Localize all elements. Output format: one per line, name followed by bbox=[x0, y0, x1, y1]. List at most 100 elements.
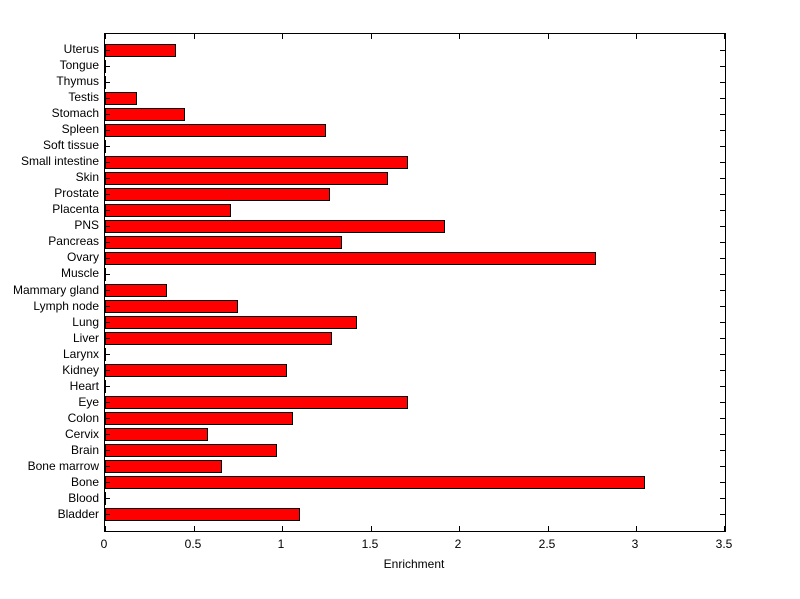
y-tick-label-larynx: Larynx bbox=[62, 347, 99, 361]
y-tick-label-soft-tissue: Soft tissue bbox=[42, 138, 99, 152]
y-tick-label-cervix: Cervix bbox=[64, 427, 99, 441]
y-tick-mark bbox=[720, 290, 725, 291]
y-tick-label-kidney: Kidney bbox=[62, 363, 99, 377]
y-tick-mark bbox=[720, 274, 725, 275]
y-tick-mark bbox=[720, 66, 725, 67]
y-tick-mark bbox=[105, 466, 110, 467]
y-tick-label-liver: Liver bbox=[72, 331, 99, 345]
x-tick-mark bbox=[194, 526, 195, 531]
y-tick-label-muscle: Muscle bbox=[60, 266, 99, 280]
y-tick-mark bbox=[720, 498, 725, 499]
x-tick-mark bbox=[548, 34, 549, 39]
y-tick-mark bbox=[720, 466, 725, 467]
y-tick-mark bbox=[105, 130, 110, 131]
bar-small-intestine bbox=[105, 155, 408, 169]
y-tick-mark bbox=[720, 322, 725, 323]
y-tick-mark bbox=[720, 450, 725, 451]
y-tick-label-placenta: Placenta bbox=[52, 202, 99, 216]
bar-lung bbox=[105, 316, 357, 330]
bar-kidney bbox=[105, 364, 287, 378]
x-tick-mark bbox=[459, 526, 460, 531]
y-tick-mark bbox=[720, 386, 725, 387]
bar-prostate bbox=[105, 187, 330, 201]
y-axis-tick-labels: Uterus Tongue Thymus Testis Stomach Spleen Sof… bbox=[0, 33, 99, 530]
y-tick-mark bbox=[105, 82, 110, 83]
y-tick-mark bbox=[105, 274, 110, 275]
y-tick-label-small-intestine: Small intestine bbox=[20, 154, 99, 168]
plot-area bbox=[104, 33, 726, 532]
y-tick-label-pns: PNS bbox=[74, 218, 99, 232]
y-tick-mark bbox=[105, 386, 110, 387]
x-tick-mark bbox=[105, 526, 106, 531]
x-tick-mark bbox=[371, 34, 372, 39]
y-tick-mark bbox=[105, 498, 110, 499]
y-tick-label-heart: Heart bbox=[69, 379, 99, 393]
y-tick-label-stomach: Stomach bbox=[51, 106, 99, 120]
y-tick-mark bbox=[105, 450, 110, 451]
bar-liver bbox=[105, 332, 332, 346]
y-tick-mark bbox=[720, 82, 725, 83]
y-tick-mark bbox=[105, 258, 110, 259]
bar-eye bbox=[105, 396, 408, 410]
x-tick-mark bbox=[548, 526, 549, 531]
y-tick-label-brain: Brain bbox=[70, 443, 99, 457]
y-tick-mark bbox=[720, 210, 725, 211]
y-tick-mark bbox=[105, 114, 110, 115]
y-tick-mark bbox=[105, 418, 110, 419]
bar-ovary bbox=[105, 251, 596, 265]
bar-cervix bbox=[105, 428, 208, 442]
x-tick-mark bbox=[724, 34, 725, 39]
y-tick-mark bbox=[720, 338, 725, 339]
y-tick-mark bbox=[720, 194, 725, 195]
y-tick-mark bbox=[105, 242, 110, 243]
y-tick-mark bbox=[105, 338, 110, 339]
bar-colon bbox=[105, 412, 293, 426]
y-tick-mark bbox=[720, 354, 725, 355]
y-tick-label-ovary: Ovary bbox=[66, 250, 99, 264]
x-tick-label-1.5: 1.5 bbox=[361, 537, 379, 551]
bar-bone-marrow bbox=[105, 460, 222, 474]
y-tick-mark bbox=[105, 514, 110, 515]
y-tick-mark bbox=[720, 418, 725, 419]
x-tick-label-0.5: 0.5 bbox=[184, 537, 202, 551]
y-tick-mark bbox=[105, 162, 110, 163]
y-tick-mark bbox=[720, 146, 725, 147]
y-tick-mark bbox=[720, 162, 725, 163]
y-tick-label-tongue: Tongue bbox=[59, 58, 99, 72]
bar-bone bbox=[105, 476, 645, 490]
y-tick-mark bbox=[105, 146, 110, 147]
y-tick-mark bbox=[105, 178, 110, 179]
y-tick-label-bladder: Bladder bbox=[57, 507, 99, 521]
y-tick-mark bbox=[720, 434, 725, 435]
bar-uterus bbox=[105, 43, 176, 57]
bar-skin bbox=[105, 171, 388, 185]
x-tick-label-3: 3 bbox=[631, 537, 639, 551]
x-axis-title: Enrichment bbox=[383, 557, 445, 571]
y-tick-mark bbox=[720, 98, 725, 99]
y-tick-label-lung: Lung bbox=[72, 315, 99, 329]
y-tick-mark bbox=[720, 482, 725, 483]
bar-pns bbox=[105, 219, 445, 233]
bar-placenta bbox=[105, 203, 231, 217]
y-tick-mark bbox=[720, 514, 725, 515]
y-tick-label-prostate: Prostate bbox=[54, 186, 99, 200]
y-tick-label-blood: Blood bbox=[68, 491, 99, 505]
bar-spleen bbox=[105, 123, 326, 137]
x-tick-mark bbox=[459, 34, 460, 39]
y-tick-mark bbox=[720, 114, 725, 115]
x-tick-label-3.5: 3.5 bbox=[715, 537, 733, 551]
y-tick-mark bbox=[720, 178, 725, 179]
bar-pancreas bbox=[105, 235, 342, 249]
y-tick-label-bone-marrow: Bone marrow bbox=[27, 459, 99, 473]
x-tick-mark bbox=[724, 526, 725, 531]
x-tick-mark bbox=[636, 526, 637, 531]
y-tick-label-pancreas: Pancreas bbox=[48, 234, 99, 248]
bar-lymph-node bbox=[105, 300, 238, 314]
y-tick-label-mammary-gland: Mammary gland bbox=[12, 283, 99, 297]
y-tick-label-uterus: Uterus bbox=[63, 42, 99, 56]
y-tick-mark bbox=[105, 402, 110, 403]
y-tick-label-thymus: Thymus bbox=[56, 74, 99, 88]
y-tick-label-eye: Eye bbox=[78, 395, 99, 409]
y-tick-mark bbox=[105, 50, 110, 51]
